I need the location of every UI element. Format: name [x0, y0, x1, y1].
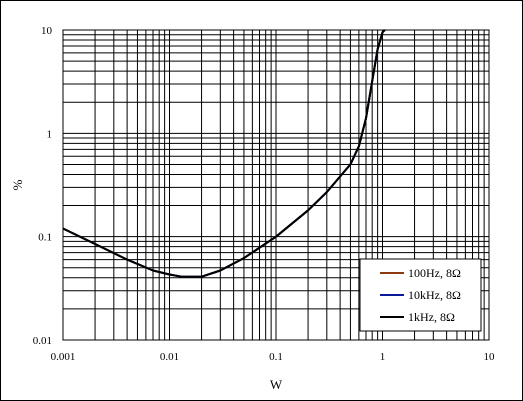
- series-line: [62, 29, 386, 278]
- legend: 100Hz, 8Ω 10kHz, 8Ω 1kHz, 8Ω: [359, 258, 482, 332]
- series-line: [62, 29, 386, 278]
- x-axis-ticks: 0.001 0.01 0.1 1 10: [51, 351, 495, 363]
- series-layer: [62, 29, 386, 278]
- plot-area-border: [62, 29, 490, 341]
- y-tick-label: 10: [41, 25, 53, 37]
- x-tick-label: 1: [380, 351, 386, 363]
- grid: [63, 30, 489, 340]
- y-axis-label: %: [10, 179, 25, 190]
- x-axis-label: W: [270, 377, 283, 392]
- x-tick-label: 0.1: [269, 351, 283, 363]
- x-tick-label: 0.01: [160, 351, 179, 363]
- y-tick-label: 0.01: [33, 335, 52, 347]
- y-tick-label: 0.1: [38, 232, 52, 244]
- x-tick-label: 0.001: [51, 351, 76, 363]
- y-axis-ticks: 0.01 0.1 1 10: [33, 25, 53, 347]
- x-tick-label: 10: [484, 351, 496, 363]
- legend-label: 100Hz, 8Ω: [408, 266, 461, 280]
- y-tick-label: 1: [47, 128, 53, 140]
- legend-label: 1kHz, 8Ω: [408, 310, 455, 324]
- series-line: [62, 29, 386, 278]
- legend-label: 10kHz, 8Ω: [408, 288, 461, 302]
